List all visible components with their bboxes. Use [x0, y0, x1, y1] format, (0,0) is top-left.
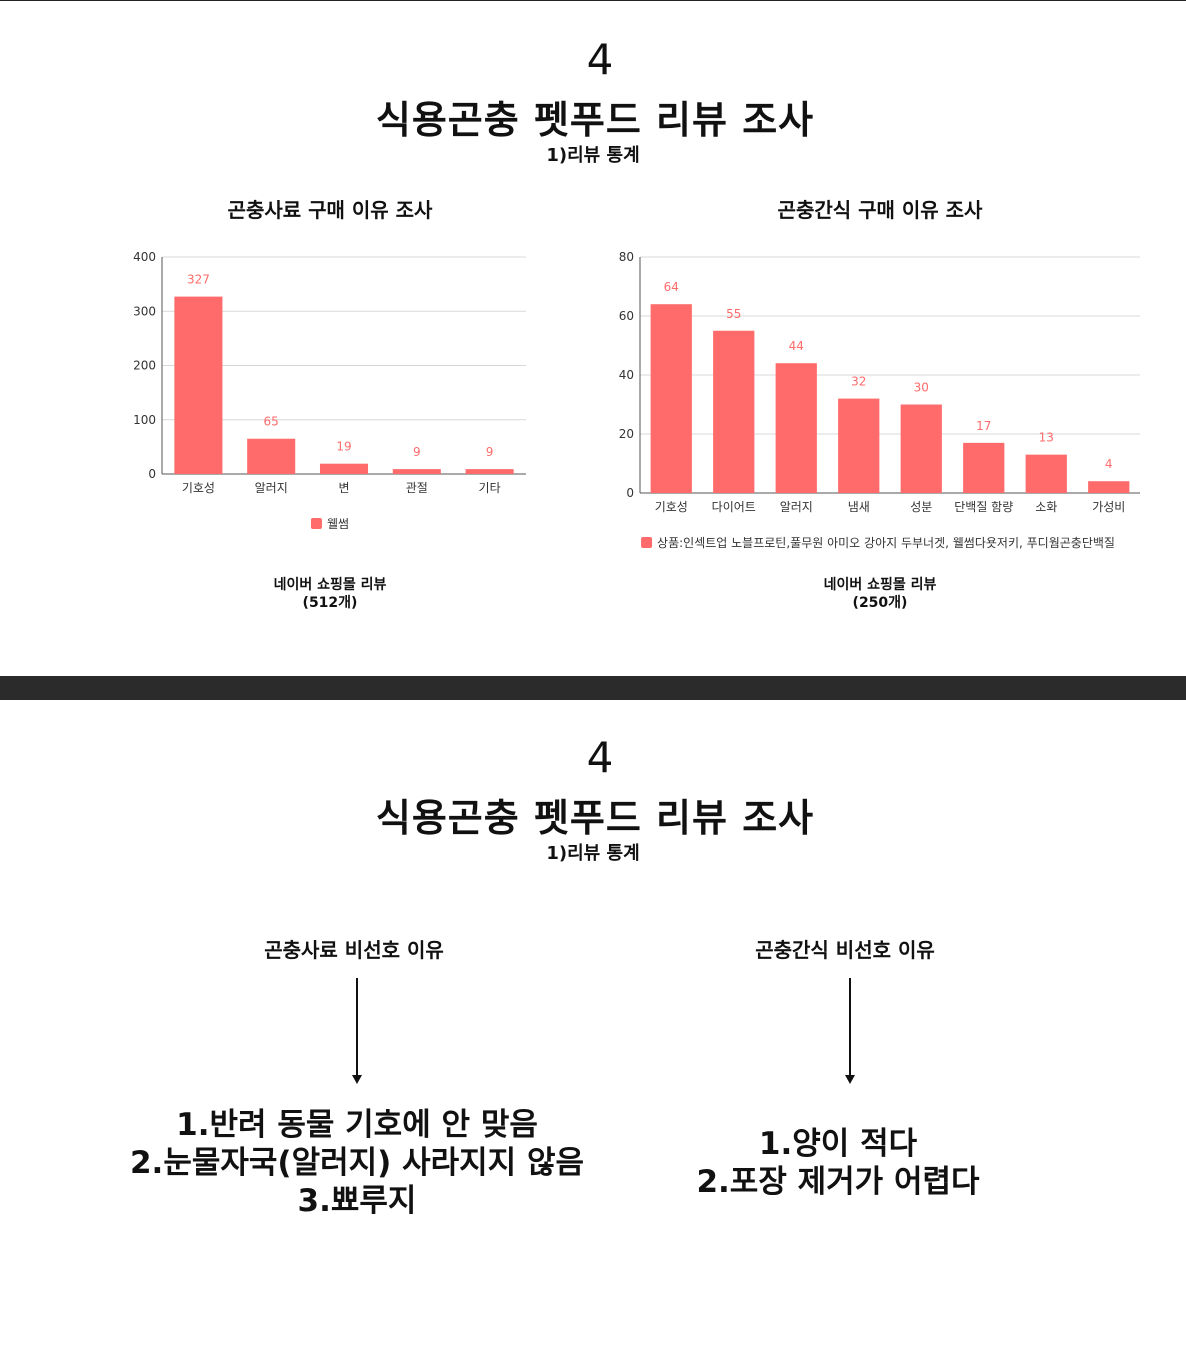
- y-tick-label: 0: [626, 486, 634, 500]
- data-label: 9: [413, 445, 421, 459]
- bar: [465, 469, 514, 474]
- slide-number: 4: [586, 733, 614, 782]
- y-tick-label: 400: [133, 250, 156, 264]
- y-tick-label: 40: [619, 368, 634, 382]
- snack-dislike-heading: 곤충간식 비선호 이유: [755, 938, 935, 962]
- source-feed-line2: (512개): [302, 595, 358, 611]
- x-tick-label: 기타: [479, 481, 501, 495]
- page-subtitle: 1)리뷰 통계: [546, 145, 640, 166]
- chart-legend-feed: 웰썸: [310, 515, 350, 532]
- legend-swatch: [641, 537, 653, 548]
- bar: [963, 442, 1005, 493]
- legend-swatch: [310, 518, 322, 529]
- x-tick-label: 다이어트: [712, 500, 756, 514]
- reason-item: 1.반려 동물 기호에 안 맞음: [176, 1107, 538, 1143]
- x-tick-label: 알러지: [255, 481, 288, 495]
- y-tick-label: 60: [619, 309, 634, 323]
- x-tick-label: 알러지: [780, 500, 813, 514]
- source-feed-line1: 네이버 쇼핑몰 리뷰: [273, 577, 387, 593]
- chart-legend-snack: 상품:인섹트업 노블프로틴,풀무원 아미오 강아지 두부너겟, 웰썸다욧저키, …: [641, 534, 1115, 551]
- data-label: 327: [187, 273, 210, 287]
- data-label: 32: [851, 375, 866, 389]
- data-label: 44: [789, 339, 804, 353]
- source-snack-line2: (250개): [852, 595, 908, 611]
- arrow-head-icon: [352, 1075, 362, 1084]
- y-tick-label: 100: [133, 413, 156, 427]
- arrow-down-icon: [356, 978, 358, 1076]
- bar: [650, 304, 692, 493]
- x-tick-label: 변: [338, 481, 349, 495]
- slide-dislike-reasons: 4 식용곤충 펫푸드 리뷰 조사 1)리뷰 통계 곤충사료 비선호 이유 1.반…: [0, 700, 1186, 1368]
- arrow-down-icon: [849, 978, 851, 1076]
- bar: [1088, 481, 1130, 493]
- chart-feed-purchase-reasons: 0 100 200 300 400 327 기호성 65 알러지 19 변 9 관절 9 기타: [133, 250, 526, 495]
- y-tick-label: 200: [133, 359, 156, 373]
- snack-dislike-reasons: 1.양이 적다 2.포장 제거가 어렵다: [696, 1125, 979, 1201]
- reason-item: 3.뾰루지: [297, 1183, 417, 1219]
- data-label: 19: [336, 440, 351, 454]
- data-label: 55: [726, 307, 741, 321]
- slide-number: 4: [586, 35, 614, 84]
- y-tick-label: 0: [148, 467, 156, 481]
- data-label: 4: [1105, 457, 1113, 471]
- legend-label: 상품:인섹트업 노블프로틴,풀무원 아미오 강아지 두부너겟, 웰썸다욧저키, …: [657, 536, 1115, 550]
- chart-title-feed: 곤충사료 구매 이유 조사: [227, 198, 433, 222]
- arrow-head-icon: [845, 1075, 855, 1084]
- source-snack-line1: 네이버 쇼핑몰 리뷰: [823, 577, 937, 593]
- chart-title-snack: 곤충간식 구매 이유 조사: [777, 198, 983, 222]
- feed-dislike-reasons: 1.반려 동물 기호에 안 맞음 2.눈물자국(알러지) 사라지지 않음 3.뾰…: [130, 1106, 584, 1220]
- feed-dislike-heading: 곤충사료 비선호 이유: [264, 938, 444, 962]
- slide-review-statistics: 4 식용곤충 펫푸드 리뷰 조사 1)리뷰 통계 곤충사료 구매 이유 조사 0…: [0, 1, 1186, 676]
- bar: [838, 398, 880, 493]
- chart-snack-purchase-reasons: 0 20 40 60 80 64 기호성 55 다이어트 44 알러지 32 냄새 30 성분 17 단백질 함…: [619, 250, 1140, 514]
- x-tick-label: 기호성: [655, 500, 688, 514]
- x-tick-label: 가성비: [1092, 500, 1125, 514]
- x-tick-label: 단백질 함량: [954, 500, 1013, 514]
- y-tick-label: 80: [619, 250, 634, 264]
- bar: [174, 296, 223, 474]
- reason-item: 2.눈물자국(알러지) 사라지지 않음: [129, 1145, 585, 1181]
- x-tick-label: 기호성: [182, 481, 215, 495]
- bar: [900, 404, 942, 493]
- y-tick-label: 300: [133, 304, 156, 318]
- slide-divider: [0, 676, 1186, 700]
- data-label: 17: [976, 419, 991, 433]
- bar: [392, 469, 441, 474]
- y-tick-label: 20: [619, 427, 634, 441]
- data-label: 9: [486, 445, 494, 459]
- bar: [1025, 454, 1067, 493]
- data-label: 64: [664, 280, 679, 294]
- x-tick-label: 성분: [910, 500, 932, 514]
- bar: [775, 363, 817, 493]
- x-tick-label: 관절: [406, 481, 428, 495]
- source-feed: 네이버 쇼핑몰 리뷰 (512개): [274, 576, 387, 612]
- x-tick-label: 소화: [1035, 500, 1057, 514]
- source-snack: 네이버 쇼핑몰 리뷰 (250개): [824, 576, 937, 612]
- bar: [319, 463, 369, 474]
- top-rule: [0, 0, 1186, 1]
- data-label: 65: [264, 415, 279, 429]
- reason-item: 1.양이 적다: [758, 1126, 918, 1162]
- page-subtitle: 1)리뷰 통계: [546, 843, 640, 864]
- data-label: 13: [1039, 431, 1054, 445]
- data-label: 30: [914, 381, 929, 395]
- x-tick-label: 냄새: [848, 500, 870, 514]
- reason-item: 2.포장 제거가 어렵다: [696, 1164, 980, 1200]
- page-title: 식용곤충 펫푸드 리뷰 조사: [375, 796, 815, 840]
- legend-label: 웰썸: [326, 517, 350, 531]
- page-title: 식용곤충 펫푸드 리뷰 조사: [375, 98, 815, 142]
- bar: [247, 438, 296, 474]
- bar: [713, 330, 755, 493]
